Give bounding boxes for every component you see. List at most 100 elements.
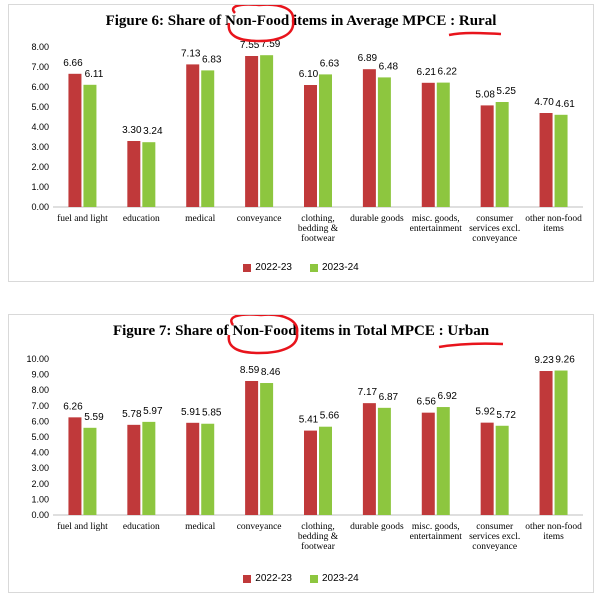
y-tick-label: 1.00 bbox=[31, 494, 49, 504]
data-label: 6.92 bbox=[438, 391, 458, 402]
chart-panel-urban: Figure 7: Share of Non-Food items in Tot… bbox=[8, 314, 594, 593]
bar-2022-23 bbox=[68, 417, 82, 515]
y-tick-label: 6.00 bbox=[31, 416, 49, 426]
y-tick-label: 7.00 bbox=[31, 62, 49, 72]
legend-swatch bbox=[243, 263, 252, 272]
legend-item-2022-23: 2022-23 bbox=[243, 262, 292, 273]
data-label: 7.13 bbox=[181, 48, 201, 59]
y-tick-label: 2.00 bbox=[31, 162, 49, 172]
data-label: 5.25 bbox=[496, 86, 516, 97]
x-tick-label: services excl. bbox=[469, 532, 520, 542]
bar-2022-23 bbox=[245, 380, 259, 515]
bar-2022-23 bbox=[362, 403, 376, 515]
data-label: 5.59 bbox=[84, 412, 104, 423]
bar-2022-23 bbox=[245, 56, 259, 207]
y-tick-label: 2.00 bbox=[31, 479, 49, 489]
legend-swatch bbox=[243, 574, 252, 583]
x-tick-label: entertainment bbox=[410, 224, 463, 234]
x-tick-label: clothing, bbox=[301, 214, 335, 224]
bar-2022-23 bbox=[480, 105, 494, 207]
bar-2022-23 bbox=[304, 85, 317, 207]
bar-chart-urban: 0.00 1.00 2.00 3.00 4.00 5.00 6.00 7.00 8.00 9.00… bbox=[26, 354, 583, 552]
x-tick-label: misc. goods, bbox=[412, 522, 460, 532]
data-label: 4.70 bbox=[534, 97, 554, 108]
x-tick-label: conveyance bbox=[237, 522, 282, 532]
y-tick-label: 0.00 bbox=[31, 202, 49, 212]
data-label: 7.55 bbox=[240, 40, 260, 51]
x-tick-label: consumer bbox=[476, 522, 514, 532]
x-tick-label: misc. goods, bbox=[412, 214, 460, 224]
x-tick-label: bedding & bbox=[298, 224, 339, 234]
y-tick-label: 0.00 bbox=[31, 510, 49, 520]
bar-2023-24 bbox=[83, 427, 97, 515]
data-label: 5.91 bbox=[181, 407, 201, 418]
bar-2022-23 bbox=[362, 69, 376, 207]
bar-2022-23 bbox=[186, 64, 200, 208]
data-label: 5.08 bbox=[475, 89, 495, 100]
bar-2023-24 bbox=[201, 70, 215, 208]
data-label: 6.83 bbox=[202, 54, 222, 65]
bar-2022-23 bbox=[421, 82, 435, 207]
data-label: 6.22 bbox=[438, 67, 458, 78]
bar-2023-24 bbox=[377, 77, 391, 208]
data-label: 9.26 bbox=[555, 355, 575, 366]
y-tick-label: 5.00 bbox=[31, 102, 49, 112]
x-tick-label: consumer bbox=[476, 214, 514, 224]
bar-2023-24 bbox=[319, 74, 332, 208]
x-tick-label: footwear bbox=[301, 541, 336, 552]
legend-label: 2022-23 bbox=[255, 262, 292, 273]
y-tick-label: 4.00 bbox=[31, 122, 49, 132]
legend-item-2023-24: 2023-24 bbox=[310, 262, 359, 273]
x-tick-label: clothing, bbox=[301, 522, 335, 532]
y-tick-label: 7.00 bbox=[31, 401, 49, 411]
x-tick-label: footwear bbox=[301, 233, 336, 244]
data-label: 7.17 bbox=[358, 387, 378, 398]
bar-2023-24 bbox=[142, 421, 156, 515]
data-label: 9.23 bbox=[534, 355, 554, 366]
legend-item-2022-23: 2022-23 bbox=[243, 573, 292, 584]
bar-2022-23 bbox=[539, 113, 553, 207]
x-tick-label: services excl. bbox=[469, 224, 520, 234]
bar-2023-24 bbox=[495, 102, 509, 207]
x-tick-label: durable goods bbox=[350, 522, 404, 532]
data-label: 6.21 bbox=[417, 67, 437, 78]
data-label: 7.59 bbox=[261, 39, 281, 50]
data-label: 5.78 bbox=[122, 409, 142, 420]
chart-legend: 2022-23 2023-24 bbox=[9, 262, 593, 273]
bar-2023-24 bbox=[554, 114, 568, 207]
data-label: 5.41 bbox=[299, 415, 319, 426]
bar-2022-23 bbox=[480, 422, 494, 515]
x-tick-label: education bbox=[123, 522, 160, 532]
legend-item-2023-24: 2023-24 bbox=[310, 573, 359, 584]
data-label: 5.66 bbox=[320, 411, 340, 422]
x-tick-label: items bbox=[543, 224, 564, 234]
legend-label: 2023-24 bbox=[322, 262, 359, 273]
data-label: 3.24 bbox=[143, 126, 163, 137]
bar-2023-24 bbox=[319, 426, 332, 515]
x-tick-label: fuel and light bbox=[57, 521, 108, 532]
data-label: 6.26 bbox=[63, 401, 83, 412]
chart-title: Figure 6: Share of Non-Food items in Ave… bbox=[105, 13, 497, 29]
x-tick-label: other non-food bbox=[525, 521, 582, 532]
y-tick-label: 1.00 bbox=[31, 182, 49, 192]
legend-label: 2023-24 bbox=[322, 573, 359, 584]
x-tick-label: conveyance bbox=[472, 542, 517, 552]
bar-2022-23 bbox=[421, 412, 435, 515]
data-label: 5.72 bbox=[496, 410, 516, 421]
bar-2023-24 bbox=[260, 383, 274, 515]
bar-2023-24 bbox=[436, 82, 450, 207]
chart-panel-rural: Figure 6: Share of Non-Food items in Ave… bbox=[8, 4, 594, 282]
x-tick-label: durable goods bbox=[350, 214, 404, 224]
data-label: 3.30 bbox=[122, 125, 142, 136]
data-label: 4.61 bbox=[555, 99, 575, 110]
data-label: 5.92 bbox=[475, 407, 495, 418]
data-label: 6.48 bbox=[379, 61, 399, 72]
x-tick-label: entertainment bbox=[410, 532, 463, 542]
bar-2022-23 bbox=[539, 371, 553, 515]
x-tick-label: education bbox=[123, 214, 160, 224]
bar-2023-24 bbox=[201, 423, 215, 515]
y-tick-label: 3.00 bbox=[31, 142, 49, 152]
y-tick-label: 8.00 bbox=[31, 385, 49, 395]
data-label: 6.11 bbox=[85, 69, 104, 80]
bar-2023-24 bbox=[260, 55, 274, 208]
